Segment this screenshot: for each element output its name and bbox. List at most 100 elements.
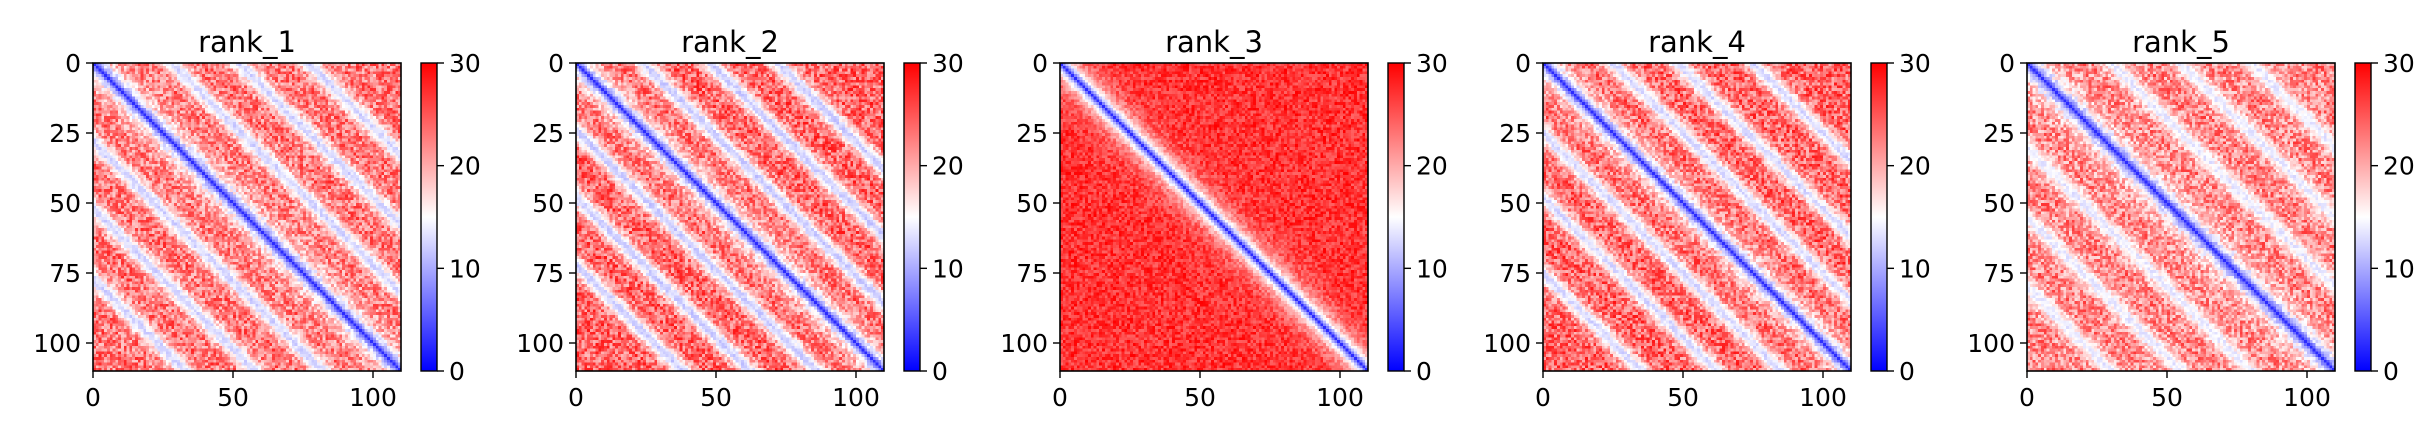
heatmap-cell xyxy=(146,69,149,72)
heatmap-cell xyxy=(166,77,169,80)
heatmap-cell xyxy=(278,94,281,97)
heatmap-cell xyxy=(233,113,236,116)
heatmap-cell xyxy=(283,99,286,102)
heatmap-cell xyxy=(141,94,144,97)
heatmap-cell xyxy=(143,113,146,116)
heatmap-cell xyxy=(261,91,264,94)
heatmap-cell xyxy=(115,113,118,116)
heatmap-cell xyxy=(101,83,104,86)
heatmap-cell xyxy=(233,91,236,94)
heatmap-cell xyxy=(297,88,300,91)
heatmap-cell xyxy=(381,91,384,94)
heatmap-cell xyxy=(208,91,211,94)
heatmap-cell xyxy=(289,99,292,102)
heatmap-cell xyxy=(373,85,376,88)
heatmap-cell xyxy=(376,66,379,69)
heatmap-cell xyxy=(387,69,390,72)
heatmap-cell xyxy=(295,80,298,83)
heatmap-cell xyxy=(244,108,247,111)
heatmap-cell xyxy=(334,66,337,69)
heatmap-cell xyxy=(230,97,233,100)
heatmap-cell xyxy=(272,108,275,111)
heatmap-cell xyxy=(297,91,300,94)
heatmap-cell xyxy=(185,102,188,105)
heatmap-cell xyxy=(143,85,146,88)
heatmap-cell xyxy=(295,111,298,114)
heatmap-cell xyxy=(289,80,292,83)
heatmap-cell xyxy=(300,111,303,114)
heatmap-cell xyxy=(169,108,172,111)
heatmap-cell xyxy=(264,71,267,74)
heatmap-cell xyxy=(96,83,99,86)
heatmap-cell xyxy=(216,74,219,77)
heatmap-cell xyxy=(286,113,289,116)
heatmap-cell xyxy=(359,88,362,91)
heatmap-cell xyxy=(99,66,102,69)
heatmap-cell xyxy=(121,69,124,72)
heatmap-cell xyxy=(146,88,149,91)
heatmap-cell xyxy=(132,80,135,83)
heatmap-cell xyxy=(247,85,250,88)
heatmap-cell xyxy=(300,91,303,94)
heatmap-cell xyxy=(169,111,172,114)
heatmap-cell xyxy=(289,111,292,114)
heatmap-cell xyxy=(379,102,382,105)
heatmap-cell xyxy=(191,74,194,77)
heatmap-cell xyxy=(96,85,99,88)
heatmap-cell xyxy=(362,105,365,108)
heatmap-cell xyxy=(351,99,354,102)
heatmap-cell xyxy=(395,111,398,114)
heatmap-cell xyxy=(278,105,281,108)
heatmap-cell xyxy=(197,102,200,105)
heatmap-cell xyxy=(255,66,258,69)
heatmap-cell xyxy=(141,74,144,77)
heatmap-cell xyxy=(104,102,107,105)
heatmap-cell xyxy=(395,97,398,100)
heatmap-cell xyxy=(311,113,314,116)
heatmap-cell xyxy=(320,108,323,111)
heatmap-cell xyxy=(275,91,278,94)
panel-title: rank_1 xyxy=(198,25,296,59)
heatmap-cell xyxy=(219,69,222,72)
heatmap-cell xyxy=(96,69,99,72)
heatmap-cell xyxy=(283,74,286,77)
heatmap-cell xyxy=(362,102,365,105)
heatmap-cell xyxy=(255,111,258,114)
heatmap-cell xyxy=(199,102,202,105)
heatmap-cell xyxy=(236,83,239,86)
heatmap-cell xyxy=(146,91,149,94)
heatmap-cell xyxy=(353,108,356,111)
heatmap-cell xyxy=(132,97,135,100)
heatmap-cell xyxy=(314,88,317,91)
heatmap-cell xyxy=(191,105,194,108)
heatmap-cell xyxy=(384,69,387,72)
heatmap-cell xyxy=(303,108,306,111)
heatmap-cell xyxy=(121,88,124,91)
heatmap-cell xyxy=(353,105,356,108)
heatmap-cell xyxy=(303,74,306,77)
heatmap-cell xyxy=(314,102,317,105)
heatmap-cell xyxy=(227,116,230,119)
heatmap-cell xyxy=(261,111,264,114)
heatmap-cell xyxy=(233,69,236,72)
heatmap-cell xyxy=(124,83,127,86)
heatmap-cell xyxy=(96,116,99,119)
heatmap-cell xyxy=(213,102,216,105)
heatmap-cell xyxy=(160,85,163,88)
heatmap-cell xyxy=(185,108,188,111)
heatmap-cell xyxy=(135,74,138,77)
heatmap-cell xyxy=(281,91,284,94)
heatmap-cell xyxy=(395,66,398,69)
heatmap-cell xyxy=(393,91,396,94)
heatmap-cell xyxy=(289,91,292,94)
heatmap-cell xyxy=(281,99,284,102)
heatmap-cell xyxy=(241,111,244,114)
heatmap-cell xyxy=(233,99,236,102)
heatmap-cell xyxy=(174,66,177,69)
heatmap-cell xyxy=(292,116,295,119)
heatmap-cell xyxy=(155,91,158,94)
heatmap-cell xyxy=(171,91,174,94)
heatmap-cell xyxy=(267,88,270,91)
heatmap-cell xyxy=(379,99,382,102)
heatmap-cell xyxy=(342,74,345,77)
